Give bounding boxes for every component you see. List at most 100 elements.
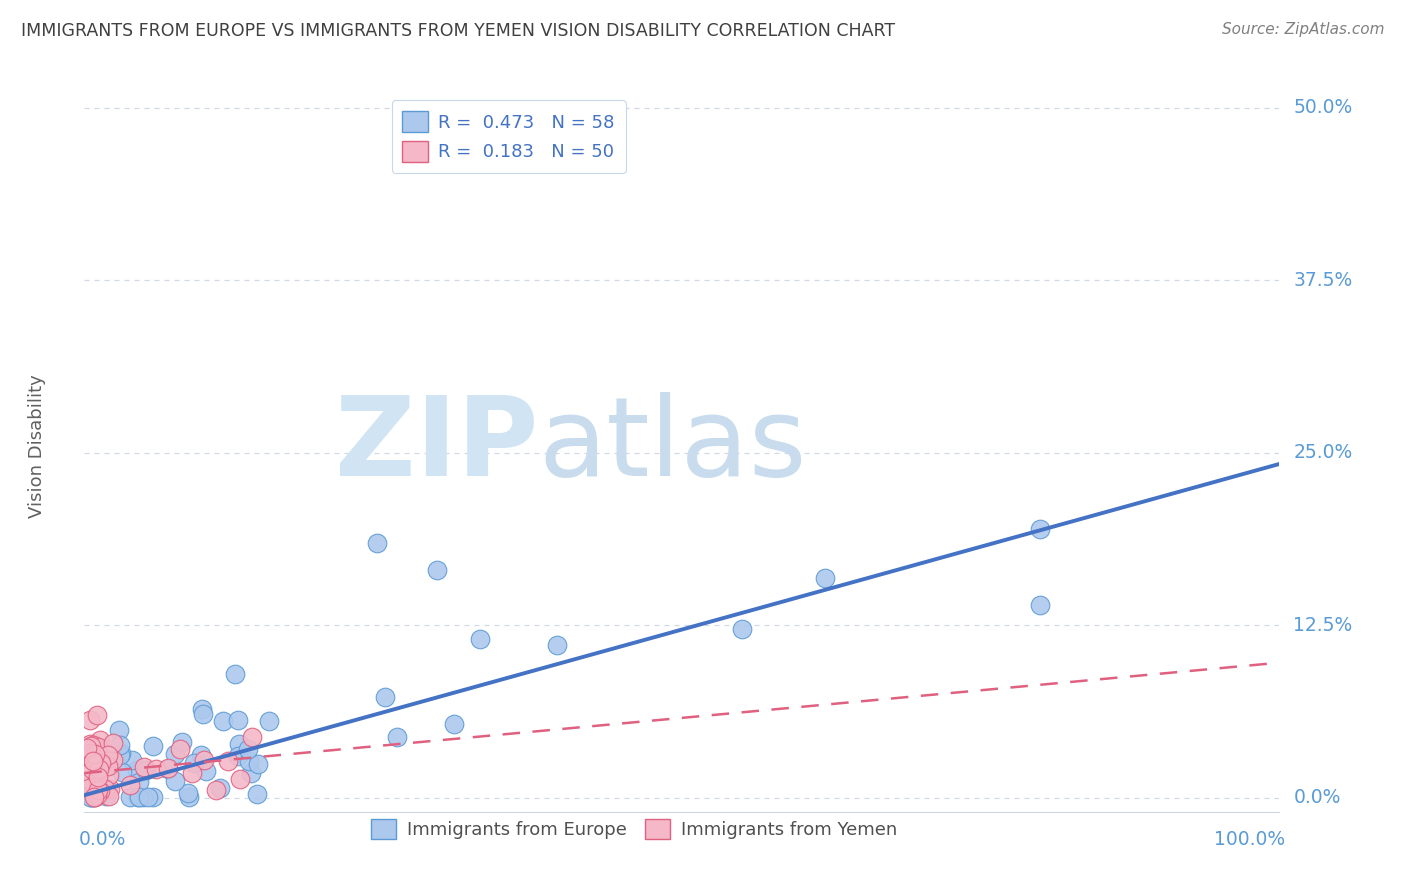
- Point: [217, 754, 239, 768]
- Point: [443, 716, 465, 731]
- Point: [374, 690, 396, 705]
- Point: [127, 763, 149, 777]
- Text: 37.5%: 37.5%: [1294, 271, 1353, 290]
- Point: [191, 707, 214, 722]
- Point: [82, 754, 104, 768]
- Point: [145, 762, 167, 776]
- Point: [209, 781, 232, 796]
- Point: [546, 638, 568, 652]
- Point: [96, 756, 118, 771]
- Point: [229, 772, 252, 786]
- Point: [83, 789, 105, 804]
- Point: [226, 713, 249, 727]
- Point: [76, 740, 98, 755]
- Point: [224, 666, 246, 681]
- Point: [108, 723, 131, 737]
- Point: [1029, 598, 1052, 612]
- Text: Source: ZipAtlas.com: Source: ZipAtlas.com: [1222, 22, 1385, 37]
- Point: [89, 784, 111, 798]
- Point: [169, 742, 191, 756]
- Point: [228, 737, 250, 751]
- Point: [183, 756, 205, 770]
- Point: [366, 535, 388, 549]
- Point: [80, 762, 103, 776]
- Text: atlas: atlas: [538, 392, 807, 500]
- Point: [80, 746, 103, 760]
- Point: [1029, 522, 1052, 536]
- Point: [80, 789, 103, 804]
- Text: 100.0%: 100.0%: [1215, 830, 1285, 849]
- Point: [82, 750, 104, 764]
- Point: [195, 764, 218, 778]
- Point: [82, 753, 104, 767]
- Point: [86, 708, 108, 723]
- Point: [172, 735, 194, 749]
- Point: [97, 747, 120, 762]
- Point: [190, 747, 212, 762]
- Point: [142, 739, 165, 753]
- Point: [79, 789, 101, 804]
- Point: [110, 746, 132, 760]
- Point: [87, 770, 110, 784]
- Point: [246, 787, 269, 801]
- Text: 0.0%: 0.0%: [1294, 789, 1341, 807]
- Text: 0.0%: 0.0%: [79, 830, 125, 849]
- Point: [82, 739, 104, 753]
- Point: [128, 775, 150, 789]
- Point: [90, 756, 112, 770]
- Point: [127, 789, 149, 804]
- Point: [86, 782, 108, 797]
- Point: [136, 789, 159, 804]
- Point: [80, 739, 103, 754]
- Point: [111, 764, 134, 779]
- Point: [89, 732, 111, 747]
- Point: [814, 570, 837, 584]
- Point: [387, 730, 409, 744]
- Text: 50.0%: 50.0%: [1294, 98, 1353, 118]
- Point: [97, 768, 120, 782]
- Point: [79, 744, 101, 758]
- Point: [177, 786, 200, 800]
- Point: [177, 789, 200, 804]
- Point: [193, 753, 215, 767]
- Legend: Immigrants from Europe, Immigrants from Yemen: Immigrants from Europe, Immigrants from …: [364, 812, 904, 847]
- Point: [94, 782, 117, 797]
- Point: [80, 777, 103, 791]
- Point: [118, 778, 141, 792]
- Point: [91, 753, 114, 767]
- Point: [238, 754, 260, 768]
- Point: [205, 783, 228, 797]
- Point: [86, 789, 108, 803]
- Point: [128, 789, 150, 804]
- Point: [121, 753, 143, 767]
- Point: [101, 736, 124, 750]
- Point: [97, 759, 120, 773]
- Point: [84, 740, 107, 755]
- Text: 12.5%: 12.5%: [1294, 615, 1353, 635]
- Point: [132, 760, 156, 774]
- Point: [87, 762, 110, 776]
- Point: [191, 701, 214, 715]
- Point: [76, 744, 98, 758]
- Point: [257, 714, 280, 728]
- Text: IMMIGRANTS FROM EUROPE VS IMMIGRANTS FROM YEMEN VISION DISABILITY CORRELATION CH: IMMIGRANTS FROM EUROPE VS IMMIGRANTS FRO…: [21, 22, 896, 40]
- Point: [86, 739, 108, 754]
- Point: [135, 764, 157, 778]
- Point: [82, 747, 104, 762]
- Point: [83, 747, 105, 761]
- Text: Vision Disability: Vision Disability: [28, 374, 45, 518]
- Point: [142, 789, 165, 804]
- Point: [82, 773, 104, 788]
- Point: [163, 747, 186, 761]
- Point: [80, 789, 103, 804]
- Point: [240, 731, 263, 745]
- Point: [131, 789, 153, 804]
- Text: ZIP: ZIP: [335, 392, 538, 500]
- Point: [83, 789, 105, 804]
- Point: [246, 757, 269, 772]
- Point: [79, 772, 101, 787]
- Point: [181, 765, 204, 780]
- Text: 25.0%: 25.0%: [1294, 443, 1353, 462]
- Point: [86, 772, 108, 786]
- Point: [94, 789, 117, 803]
